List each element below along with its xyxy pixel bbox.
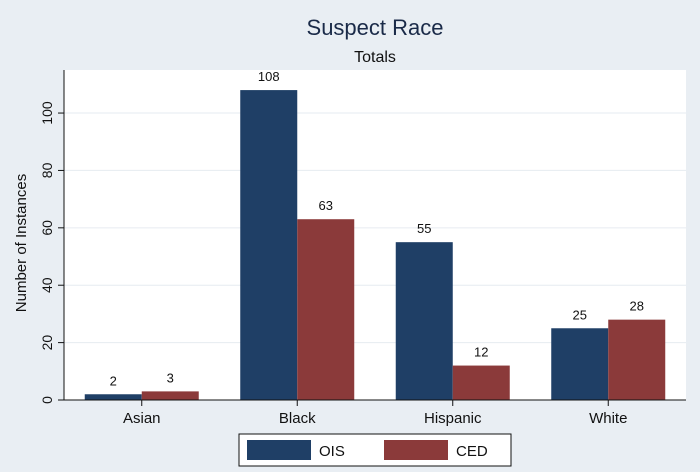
data-label: 3 bbox=[167, 370, 174, 385]
y-axis: 0 20 40 60 80 100 bbox=[39, 70, 65, 404]
bar bbox=[84, 394, 142, 400]
bar bbox=[240, 90, 298, 400]
x-category-label: White bbox=[589, 410, 627, 427]
data-label: 55 bbox=[417, 221, 431, 236]
data-label: 28 bbox=[630, 299, 644, 314]
data-label: 12 bbox=[474, 345, 488, 360]
legend: OIS CED bbox=[238, 433, 512, 467]
x-category-label: Asian bbox=[123, 410, 161, 427]
y-tick-label: 0 bbox=[39, 396, 55, 404]
y-tick-label: 80 bbox=[39, 162, 55, 178]
chart-subtitle: Totals bbox=[354, 49, 396, 66]
data-label: 63 bbox=[319, 198, 333, 213]
bars bbox=[84, 90, 666, 400]
legend-swatch-ois bbox=[247, 440, 311, 460]
y-tick-label: 40 bbox=[39, 277, 55, 293]
y-tick-label: 100 bbox=[39, 101, 55, 125]
chart-title: Suspect Race bbox=[307, 15, 444, 40]
y-tick-label: 60 bbox=[39, 220, 55, 236]
bar bbox=[551, 328, 609, 400]
data-label: 2 bbox=[110, 373, 117, 388]
x-category-label: Black bbox=[279, 410, 316, 427]
legend-swatch-ced bbox=[384, 440, 448, 460]
bar bbox=[141, 391, 199, 400]
data-label: 25 bbox=[573, 307, 587, 322]
x-category-label: Hispanic bbox=[424, 410, 482, 427]
legend-label-ced: CED bbox=[456, 443, 488, 460]
x-axis: Asian Black Hispanic White bbox=[64, 399, 686, 427]
bar bbox=[452, 365, 510, 400]
bar bbox=[395, 242, 453, 400]
bar bbox=[297, 219, 355, 400]
y-axis-title: Number of Instances bbox=[13, 174, 30, 312]
bar bbox=[608, 319, 666, 400]
legend-label-ois: OIS bbox=[319, 443, 345, 460]
data-label: 108 bbox=[258, 69, 280, 84]
data-labels: 2 3 108 63 55 12 25 28 bbox=[110, 69, 644, 388]
y-tick-label: 20 bbox=[39, 335, 55, 351]
